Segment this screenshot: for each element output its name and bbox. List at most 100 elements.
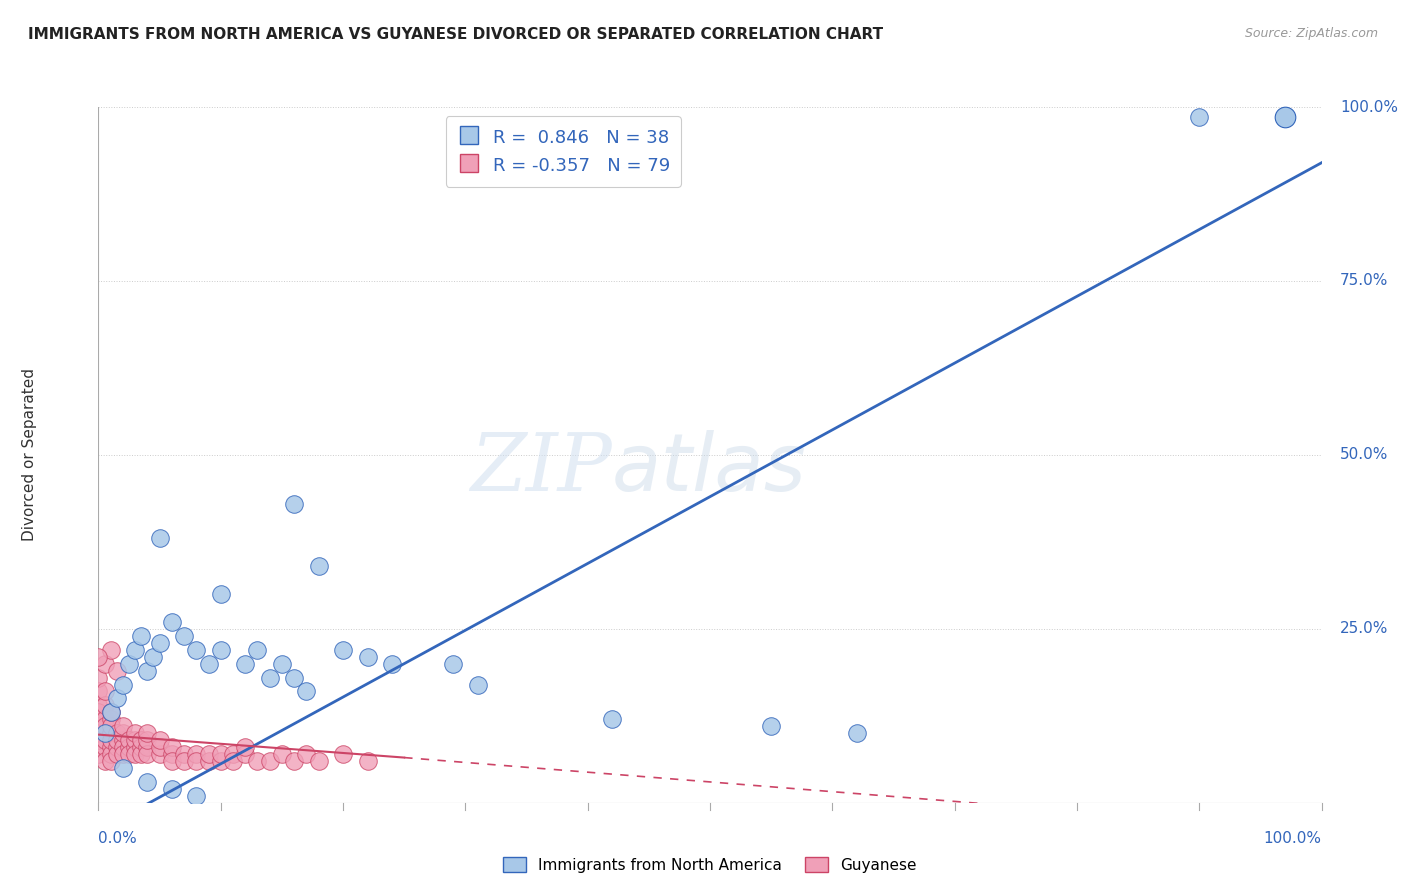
Point [105,740,128,755]
Point [441,657,464,671]
Text: 50.0%: 50.0% [1340,448,1388,462]
Point [100,642,122,657]
Point [129,740,152,755]
Point [93,698,115,713]
Point [100,706,122,720]
Point [136,664,159,678]
Text: 100.0%: 100.0% [1264,830,1322,846]
Point [149,532,172,546]
Point [87,740,110,755]
Point [173,747,195,761]
Text: IMMIGRANTS FROM NORTH AMERICA VS GUYANESE DIVORCED OR SEPARATED CORRELATION CHAR: IMMIGRANTS FROM NORTH AMERICA VS GUYANES… [28,27,883,42]
Point [332,747,354,761]
Point [160,781,183,796]
Point [87,649,110,664]
Point [1274,111,1296,125]
Point [105,691,128,706]
Point [270,657,294,671]
Point [124,733,146,747]
Point [111,747,134,761]
Point [332,642,354,657]
Point [111,719,134,733]
Point [100,706,122,720]
Text: ZIP: ZIP [471,430,612,508]
Point [149,733,172,747]
Point [105,726,128,740]
Point [246,642,269,657]
Point [87,733,110,747]
Point [129,629,152,643]
Point [124,642,146,657]
Point [308,559,330,574]
Point [87,706,110,720]
Point [149,740,172,755]
Point [222,747,245,761]
Point [160,754,183,768]
Point [186,789,208,803]
Point [160,615,183,629]
Point [283,754,305,768]
Point [111,726,134,740]
Point [186,642,208,657]
Point [149,636,172,650]
Point [124,740,146,755]
Point [87,684,110,698]
Point [381,657,404,671]
Point [197,747,219,761]
Point [173,629,195,643]
Point [173,754,195,768]
Point [87,747,110,761]
Point [209,587,232,601]
Text: 75.0%: 75.0% [1340,274,1388,288]
Point [467,677,489,691]
Point [93,733,115,747]
Point [233,747,256,761]
Point [129,733,152,747]
Point [136,733,159,747]
Point [93,712,115,726]
Point [283,671,305,685]
Point [197,657,219,671]
Point [100,740,122,755]
Point [233,657,256,671]
Legend: Immigrants from North America, Guyanese: Immigrants from North America, Guyanese [498,850,922,879]
Point [100,712,122,726]
Text: Source: ZipAtlas.com: Source: ZipAtlas.com [1244,27,1378,40]
Point [209,747,232,761]
Point [129,747,152,761]
Point [136,747,159,761]
Point [124,747,146,761]
Point [761,719,783,733]
Point [259,754,281,768]
Point [160,747,183,761]
Point [118,733,141,747]
Point [100,747,122,761]
Point [246,754,269,768]
Point [93,657,115,671]
Point [845,726,868,740]
Point [87,712,110,726]
Point [136,775,159,789]
Point [93,754,115,768]
Point [100,726,122,740]
Point [136,726,159,740]
Point [295,747,318,761]
Point [105,664,128,678]
Point [124,726,146,740]
Point [186,754,208,768]
Point [87,719,110,733]
Point [100,733,122,747]
Point [111,733,134,747]
Point [270,747,294,761]
Point [283,497,305,511]
Point [186,747,208,761]
Point [197,754,219,768]
Point [100,719,122,733]
Point [149,747,172,761]
Point [136,740,159,755]
Point [111,740,134,755]
Point [118,740,141,755]
Point [600,712,623,726]
Point [308,754,330,768]
Point [93,726,115,740]
